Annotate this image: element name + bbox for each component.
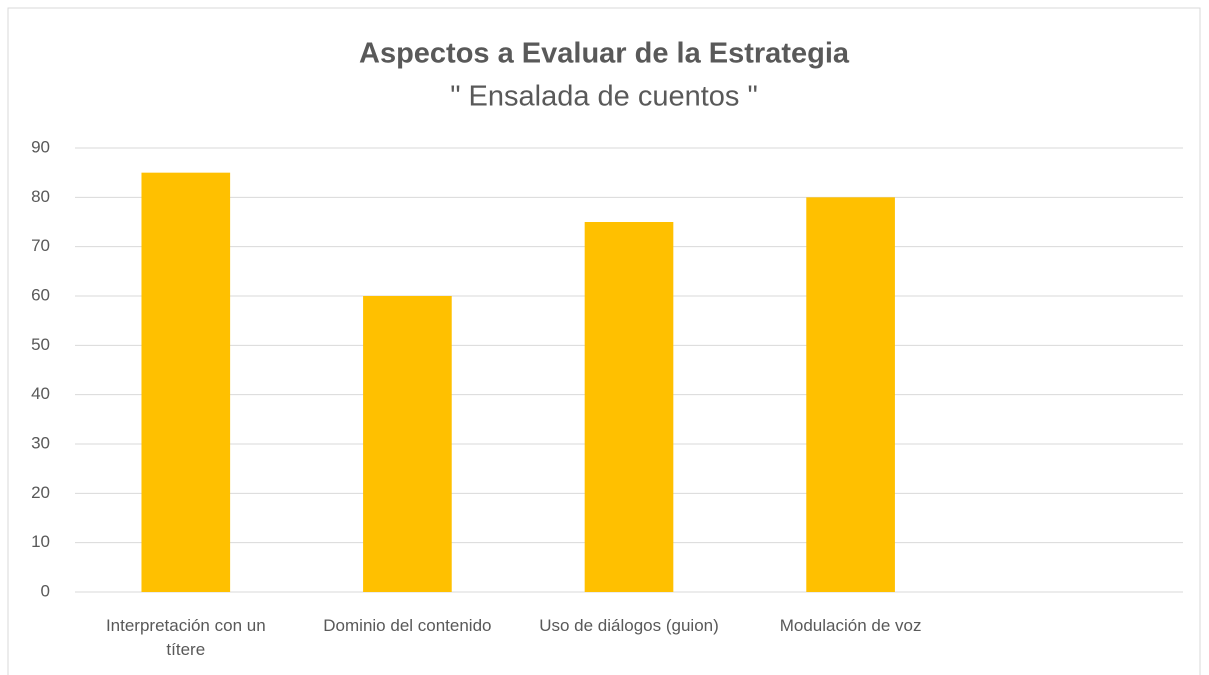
bar	[363, 296, 452, 592]
y-tick-label: 90	[31, 137, 50, 156]
y-tick-label: 80	[31, 187, 50, 206]
y-tick-label: 50	[31, 335, 50, 354]
x-tick-label: Modulación de voz	[779, 616, 922, 635]
y-tick-label: 0	[41, 581, 50, 600]
bar	[806, 197, 895, 593]
bar	[141, 172, 231, 592]
x-tick-label: Uso de diálogos (guion)	[539, 616, 719, 635]
bar	[584, 222, 674, 592]
y-tick-label: 20	[31, 483, 50, 502]
y-tick-label: 60	[31, 285, 50, 304]
x-tick-label: Interpretación con un títere	[105, 616, 266, 659]
y-tick-label: 10	[31, 532, 50, 551]
y-tick-label: 70	[31, 236, 50, 255]
y-tick-label: 30	[31, 433, 50, 452]
chart-title: Aspectos a Evaluar de la Estrategia	[359, 38, 850, 70]
y-tick-label: 40	[31, 384, 50, 403]
chart-subtitle: " Ensalada de cuentos "	[450, 81, 758, 113]
x-tick-label: Dominio del contenido	[323, 616, 492, 635]
chart-frame	[7, 7, 1201, 675]
